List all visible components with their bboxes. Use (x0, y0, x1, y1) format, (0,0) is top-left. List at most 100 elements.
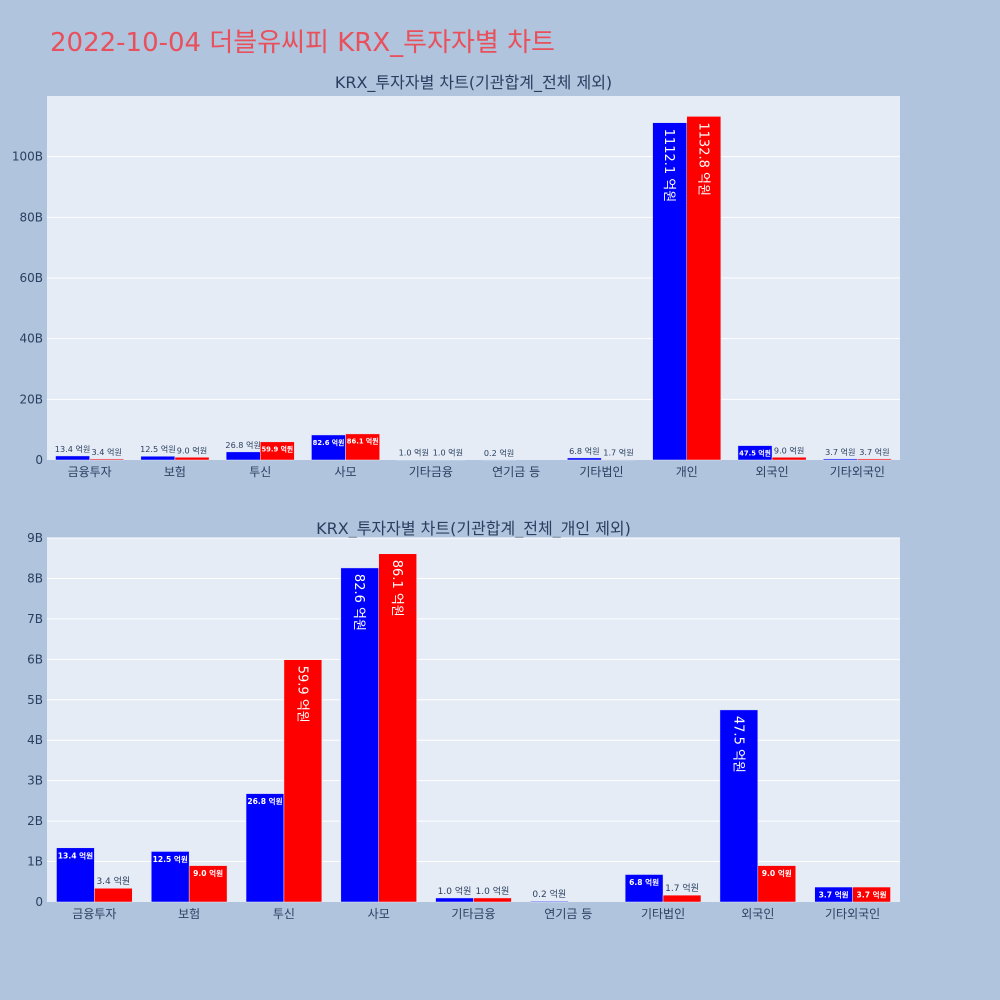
data-label: 82.6 억원 (313, 438, 345, 447)
x-tick-label: 투신 (273, 907, 295, 921)
y-tick-label: 3B (27, 774, 43, 788)
x-tick-label: 외국인 (755, 465, 788, 479)
data-label: 86.1 억원 (347, 437, 379, 446)
bar (652, 122, 688, 461)
bar (822, 458, 858, 461)
bar (852, 886, 891, 903)
bar (174, 457, 210, 461)
bar (89, 458, 125, 461)
y-tick-label: 0 (35, 895, 43, 909)
y-tick-label: 7B (27, 612, 43, 626)
x-tick-label: 외국인 (741, 907, 774, 921)
x-tick-label: 보험 (178, 907, 200, 921)
bar (140, 455, 176, 461)
data-label: 0.2 억원 (484, 448, 514, 458)
x-tick-label: 사모 (368, 907, 390, 921)
data-label: 26.8 억원 (225, 440, 261, 450)
data-label: 12.5 억원 (153, 854, 188, 864)
x-tick-label: 개인 (676, 465, 698, 479)
y-tick-label: 6B (27, 652, 43, 666)
bar (56, 847, 95, 903)
x-tick-label: 기타법인 (579, 465, 623, 479)
data-label: 59.9 억원 (294, 666, 309, 723)
bar (567, 457, 602, 461)
y-tick-label: 0 (35, 453, 43, 467)
chart-investors-excl-institutions: KRX_투자자별 차트(기관합계_전체 제외) 0 20B 40B 60B 80B 100B… (12, 73, 900, 479)
y-tick-label: 9B (27, 531, 43, 545)
bar (345, 433, 380, 461)
data-label: 82.6 억원 (351, 574, 366, 631)
x-tick-label: 연기금 등 (492, 465, 540, 479)
data-label: 47.5 억원 (739, 448, 771, 457)
bar (757, 865, 796, 903)
bar (737, 445, 773, 461)
chart-investors-excl-institutions-individuals: KRX_투자자별 차트(기관합계_전체_개인 제외) 0 1B 2B 3B 4B 5B 6B 7… (27, 519, 900, 921)
bar (245, 793, 285, 903)
data-label: 26.8 억원 (247, 796, 282, 806)
y-tick-label: 100B (12, 150, 43, 164)
data-label: 3.7 억원 (825, 447, 855, 457)
data-label: 1.7 억원 (603, 447, 633, 457)
data-label: 13.4 억원 (55, 444, 91, 454)
data-label: 9.0 억원 (177, 445, 207, 455)
data-label: 9.0 억원 (774, 445, 804, 455)
y-tick-label: 5B (27, 693, 43, 707)
bar (686, 116, 722, 461)
x-tick-label: 금융투자 (72, 907, 116, 921)
data-label: 3.7 억원 (857, 890, 887, 900)
page-title: 2022-10-04 더블유씨피 KRX_투자자별 차트 (50, 28, 555, 58)
x-tick-label: 투신 (249, 465, 271, 479)
data-label: 59.9 억원 (261, 445, 293, 454)
chart-title: KRX_투자자별 차트(기관합계_전체_개인 제외) (316, 519, 631, 539)
data-label: 6.8 억원 (629, 877, 659, 887)
data-label: 12.5 억원 (140, 444, 176, 454)
x-tick-label: 사모 (335, 465, 357, 479)
data-label: 1.0 억원 (476, 885, 510, 897)
bar (601, 459, 636, 461)
x-tick-label: 기타금융 (451, 907, 495, 921)
data-label: 9.0 억원 (762, 868, 792, 878)
data-label: 6.8 억원 (569, 446, 599, 456)
bar (55, 455, 90, 461)
data-label: 9.0 억원 (193, 868, 223, 878)
y-tick-label: 80B (19, 210, 43, 224)
data-label: 0.2 억원 (532, 888, 566, 900)
bar (624, 874, 664, 903)
data-label: 3.4 억원 (96, 875, 130, 887)
bar (435, 897, 474, 903)
bar (473, 897, 512, 903)
bar (719, 709, 759, 903)
y-tick-label: 2B (27, 814, 43, 828)
bar (151, 851, 190, 903)
data-label: 1.7 억원 (665, 882, 699, 894)
bar (662, 894, 702, 903)
x-tick-label: 기타외국인 (825, 907, 880, 921)
data-label: 47.5 억원 (730, 716, 745, 773)
bar (857, 458, 892, 461)
x-tick-label: 연기금 등 (544, 907, 592, 921)
y-tick-label: 20B (19, 392, 43, 406)
plot-area (47, 538, 900, 902)
x-tick-label: 금융투자 (68, 465, 112, 479)
x-tick-label: 기타법인 (641, 907, 685, 921)
data-label: 3.4 억원 (92, 447, 122, 457)
bar (283, 659, 323, 903)
data-label: 1.0 억원 (433, 448, 463, 458)
y-tick-label: 1B (27, 855, 43, 869)
data-label: 1112.1 억원 (661, 129, 676, 203)
data-label: 3.7 억원 (859, 447, 889, 457)
data-label: 1.0 억원 (438, 885, 472, 897)
bar (378, 553, 417, 903)
bar (225, 451, 261, 461)
y-tick-label: 8B (27, 571, 43, 585)
bar (771, 457, 807, 461)
data-label: 1132.8 억원 (695, 122, 710, 196)
bar (188, 865, 228, 903)
data-label: 86.1 억원 (389, 560, 404, 617)
bar (530, 900, 569, 903)
y-tick-label: 40B (19, 332, 43, 346)
x-tick-label: 기타금융 (409, 465, 453, 479)
bar (94, 887, 133, 903)
x-tick-label: 기타외국인 (830, 465, 885, 479)
data-label: 13.4 억원 (58, 850, 93, 860)
